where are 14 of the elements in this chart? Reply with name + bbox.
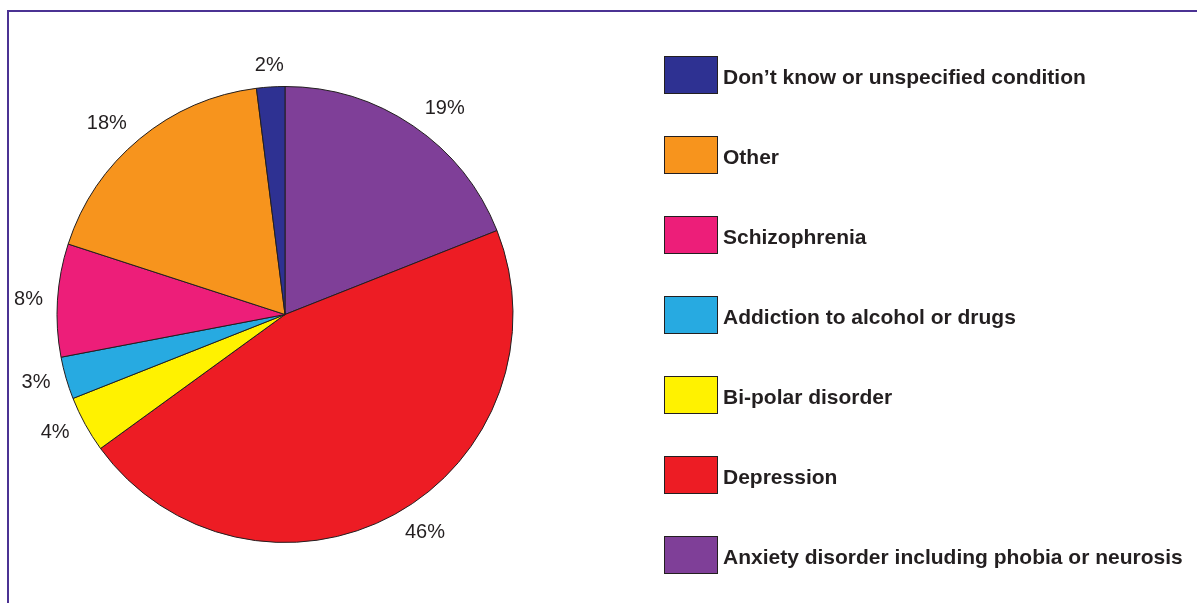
data-label: 2% (254, 52, 284, 75)
data-label: 4% (40, 420, 70, 443)
data-label: 18% (86, 110, 128, 133)
legend-label: Depression (723, 464, 838, 489)
legend-label: Don’t know or unspecified condition (723, 64, 1086, 89)
data-label: 46% (404, 520, 446, 543)
data-label: 8% (14, 286, 44, 309)
legend-label: Bi-polar disorder (723, 384, 893, 409)
legend-label: Schizophrenia (723, 224, 867, 249)
legend-label: Anxiety disorder including phobia or neurosis (723, 544, 1183, 569)
data-label: 3% (21, 370, 51, 393)
legend-label: Other (723, 144, 780, 169)
data-label: 19% (424, 96, 465, 119)
legend-label: Addiction to alcohol or drugs (723, 304, 1016, 329)
